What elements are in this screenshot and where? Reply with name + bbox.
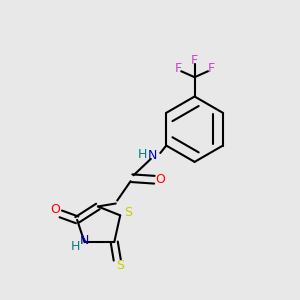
Text: H: H	[138, 148, 147, 161]
Text: O: O	[50, 203, 60, 216]
Text: F: F	[175, 62, 182, 75]
Text: N: N	[79, 234, 88, 247]
Text: S: S	[124, 206, 133, 219]
Text: S: S	[116, 260, 124, 272]
Text: O: O	[155, 173, 165, 186]
Text: H: H	[71, 240, 80, 253]
Text: F: F	[207, 62, 214, 75]
Text: F: F	[191, 54, 198, 67]
Text: N: N	[148, 149, 158, 162]
